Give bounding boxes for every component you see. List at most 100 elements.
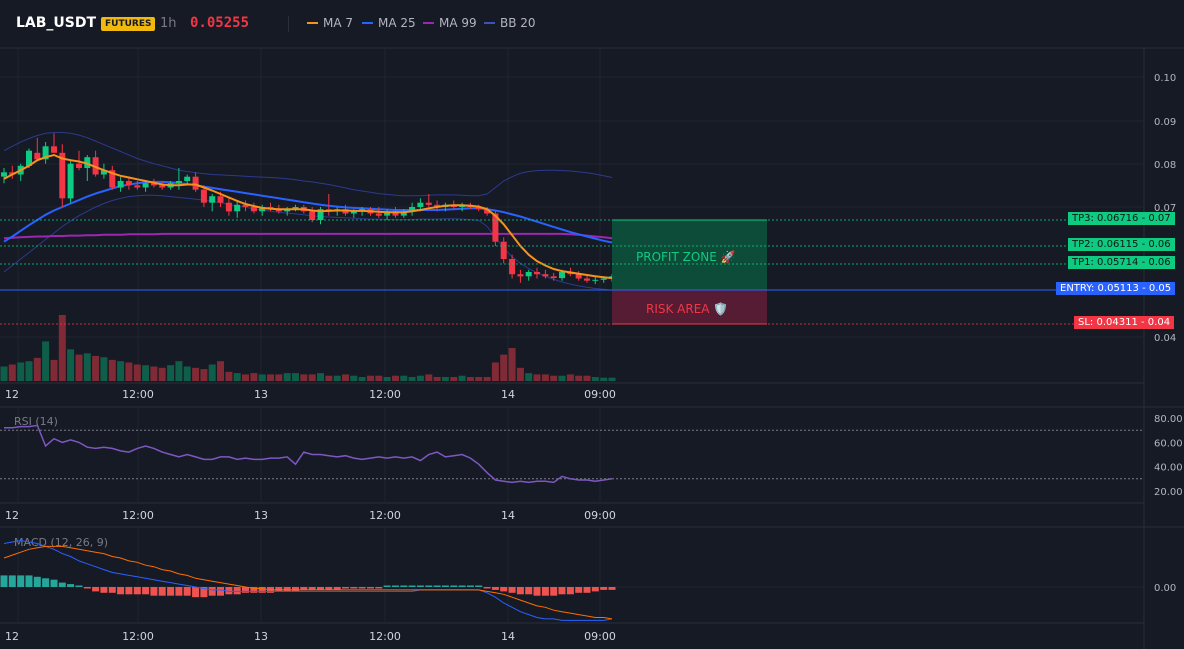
macd-histogram-bar bbox=[333, 587, 341, 590]
profit-zone bbox=[612, 220, 767, 290]
volume-bar bbox=[591, 377, 599, 381]
candle-body bbox=[217, 196, 224, 203]
volume-bar bbox=[233, 373, 241, 381]
candle-body bbox=[434, 204, 441, 207]
volume-bar bbox=[575, 375, 583, 381]
bb-upper-line bbox=[3, 132, 613, 197]
volume-bar bbox=[308, 374, 316, 381]
volume-bar bbox=[158, 367, 166, 381]
volume-bar bbox=[525, 373, 533, 381]
rsi-time-tick-label: 09:00 bbox=[584, 509, 616, 522]
volume-bar bbox=[175, 361, 183, 381]
volume-bar bbox=[275, 374, 283, 381]
volume-bar bbox=[108, 359, 116, 381]
candle-body bbox=[275, 209, 282, 212]
macd-histogram-bar bbox=[500, 587, 508, 592]
volume-bar bbox=[500, 354, 508, 381]
macd-histogram-bar bbox=[133, 587, 141, 595]
legend-ma99[interactable]: MA 99 bbox=[423, 16, 477, 30]
volume-bar bbox=[508, 348, 516, 381]
rsi-time-tick-label: 14 bbox=[501, 509, 515, 522]
macd-histogram-bar bbox=[466, 585, 474, 587]
volume-bar bbox=[400, 375, 408, 381]
entry-level-tag: ENTRY: 0.05113 - 0.05 bbox=[1056, 282, 1176, 295]
profit-zone-label: PROFIT ZONE 🚀 bbox=[636, 250, 736, 264]
candle-body bbox=[92, 157, 99, 175]
volume-bar bbox=[350, 375, 358, 381]
price-tick-label: 0.04 bbox=[1154, 333, 1176, 344]
macd-time-tick-label: 14 bbox=[501, 630, 515, 643]
candle-body bbox=[284, 209, 291, 212]
candle-body bbox=[125, 181, 132, 186]
macd-histogram-bar bbox=[383, 585, 391, 587]
legend-ma7[interactable]: MA 7 bbox=[307, 16, 353, 30]
legend-ma25[interactable]: MA 25 bbox=[362, 16, 416, 30]
macd-histogram-bar bbox=[458, 585, 466, 587]
candle-body bbox=[584, 278, 590, 281]
macd-histogram-bar bbox=[491, 587, 499, 590]
candle-body bbox=[67, 163, 74, 199]
macd-time-tick-label: 12:00 bbox=[122, 630, 154, 643]
symbol-title[interactable]: LAB_USDT bbox=[16, 15, 97, 31]
volume-bar bbox=[425, 374, 433, 381]
candle-body bbox=[392, 211, 399, 216]
volume-bar bbox=[242, 374, 249, 381]
macd-histogram-bar bbox=[42, 578, 50, 587]
macd-histogram-bar bbox=[283, 587, 291, 592]
candle-body bbox=[309, 211, 316, 220]
volume-bar bbox=[75, 354, 83, 381]
candle-body bbox=[592, 279, 599, 281]
volume-bar bbox=[150, 366, 158, 381]
macd-tick-label: 0.00 bbox=[1154, 583, 1176, 594]
macd-histogram-bar bbox=[533, 587, 541, 596]
candle-body bbox=[42, 146, 49, 160]
volume-bar bbox=[50, 359, 58, 381]
volume-bar bbox=[333, 375, 341, 381]
main-time-tick-label: 09:00 bbox=[584, 388, 616, 401]
candle-body bbox=[317, 209, 324, 220]
volume-bar bbox=[600, 377, 608, 381]
candle-body bbox=[150, 183, 157, 186]
macd-histogram-bar bbox=[100, 587, 108, 593]
macd-histogram-bar bbox=[25, 575, 33, 587]
header-divider bbox=[288, 16, 289, 32]
macd-histogram-bar bbox=[183, 587, 191, 596]
legend-bb20[interactable]: BB 20 bbox=[484, 16, 536, 30]
volume-bar bbox=[483, 377, 491, 381]
candle-body bbox=[192, 176, 199, 190]
volume-bar bbox=[566, 374, 574, 381]
bb20-swatch bbox=[484, 22, 495, 24]
candle-body bbox=[575, 274, 582, 279]
macd-histogram-bar bbox=[441, 585, 449, 587]
macd-histogram-bar bbox=[158, 587, 166, 596]
macd-histogram-bar bbox=[200, 587, 208, 598]
timeframe-selector[interactable]: 1h bbox=[160, 16, 177, 31]
volume-bar bbox=[167, 365, 175, 381]
volume-bar bbox=[92, 355, 100, 381]
candle-body bbox=[600, 278, 607, 280]
candle-body bbox=[250, 207, 257, 212]
rsi-time-tick-label: 13 bbox=[254, 509, 268, 522]
volume-bar bbox=[516, 367, 524, 381]
candle-body bbox=[350, 211, 357, 214]
macd-histogram-bar bbox=[83, 587, 91, 589]
macd-histogram-bar bbox=[516, 587, 524, 595]
macd-histogram-bar bbox=[92, 587, 100, 592]
candle-body bbox=[234, 204, 241, 212]
macd-histogram-bar bbox=[0, 575, 8, 587]
volume-bar bbox=[267, 374, 274, 381]
candle-body bbox=[475, 207, 482, 210]
volume-bar bbox=[392, 375, 399, 381]
candle-body bbox=[209, 196, 216, 203]
candle-body bbox=[525, 272, 532, 277]
candle-body bbox=[175, 181, 182, 184]
macd-histogram-bar bbox=[75, 585, 83, 587]
macd-histogram-bar bbox=[225, 587, 233, 595]
volume-bar bbox=[450, 377, 458, 381]
macd-histogram-bar bbox=[275, 587, 283, 592]
candle-body bbox=[159, 185, 166, 188]
legend-ma99-label: MA 99 bbox=[439, 16, 477, 30]
volume-bar bbox=[325, 375, 333, 381]
ma99-swatch bbox=[423, 22, 434, 24]
